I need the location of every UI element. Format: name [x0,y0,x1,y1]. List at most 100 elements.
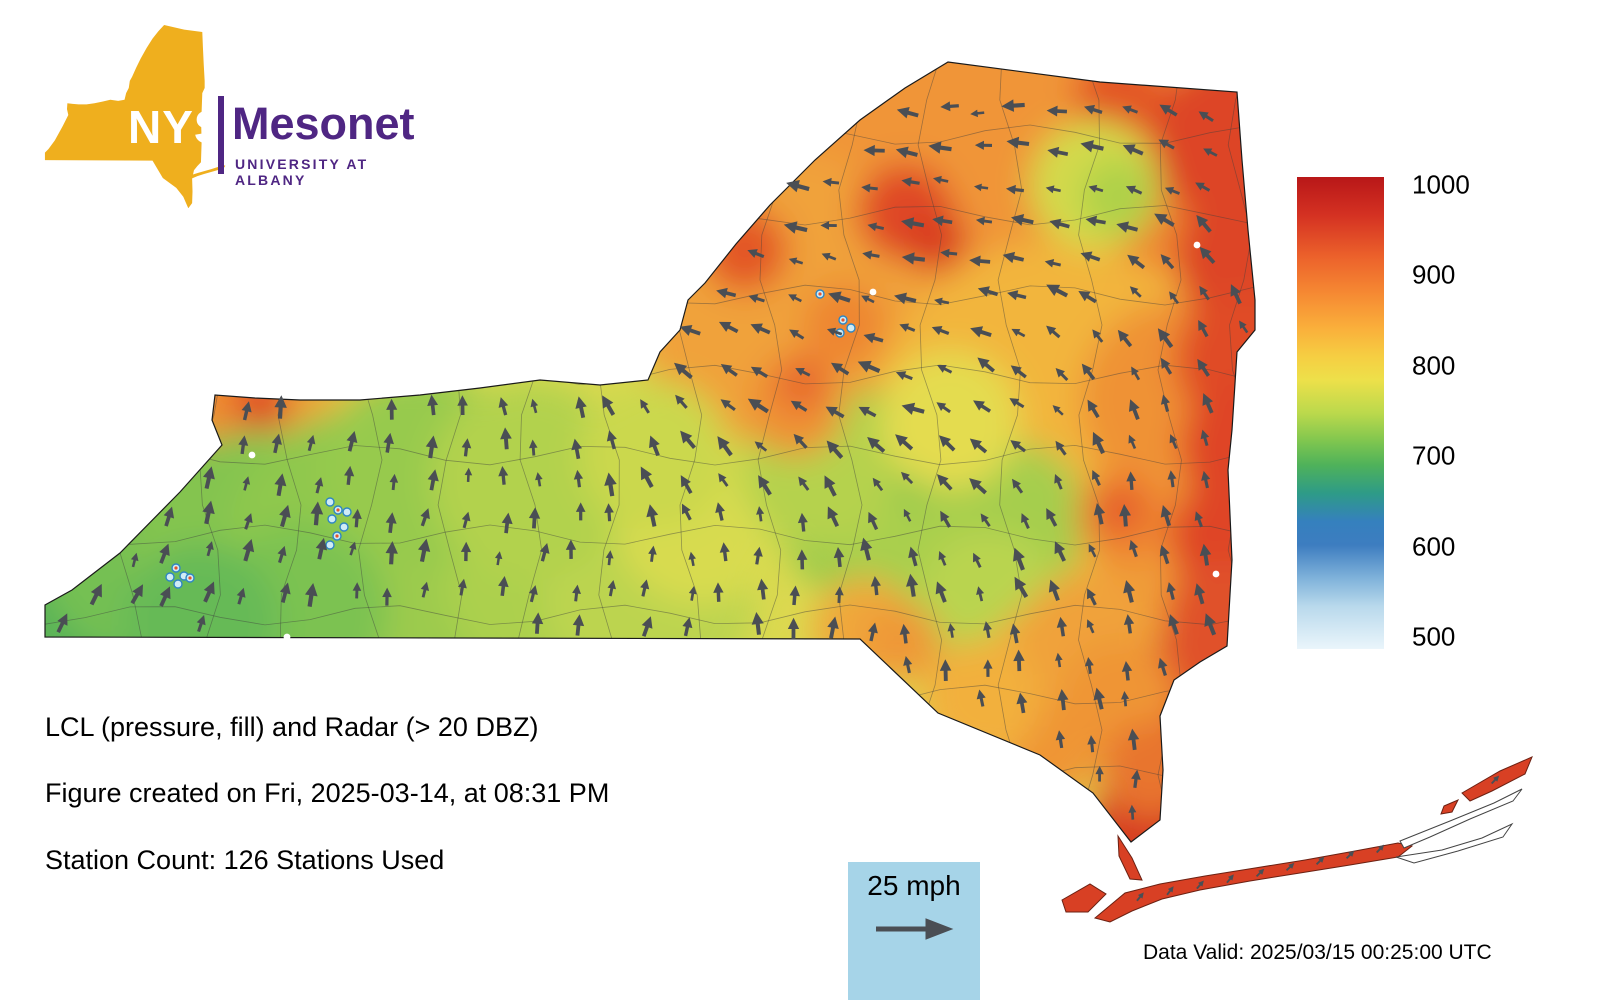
wind-arrow-icon [863,332,884,344]
wind-arrow-icon [901,177,920,187]
wind-arrow-icon [1131,769,1141,789]
wind-arrow-icon [1087,735,1097,753]
wind-arrow-icon [457,578,467,596]
wind-arrow-icon [1129,539,1139,558]
wind-arrow-icon [900,471,914,485]
wind-arrow-icon [863,144,885,157]
wind-arrow-icon [895,434,914,451]
wind-arrow-icon [934,297,950,306]
station-dot [869,288,877,296]
wind-arrow-icon [202,466,215,490]
wind-arrow-icon [1080,140,1104,153]
wind-arrow-icon [673,362,693,380]
wind-arrow-icon [1159,544,1170,565]
wind-arrow-icon [420,508,430,527]
wind-arrow-icon [646,504,659,527]
wind-reference-arrow-icon [876,918,954,940]
wind-arrow-icon [1122,144,1144,156]
wind-arrow-icon [798,476,810,491]
wind-arrow-icon [539,542,550,562]
wind-arrow-icon [720,399,736,412]
wind-arrow-icon [528,507,541,529]
wind-arrow-icon [1009,623,1021,644]
wind-arrow-icon [1093,687,1105,710]
wind-arrow-icon [159,586,171,607]
wind-arrow-icon [500,427,512,450]
wind-arrow-icon [747,398,769,414]
wind-arrow-icon [970,326,992,338]
wind-arrow-icon [754,441,768,452]
wind-arrow-icon [457,395,468,416]
wind-arrow-icon [425,435,438,459]
wind-arrow-icon [243,513,253,530]
radar-echo [173,579,183,589]
wind-arrow-icon [940,248,958,258]
wind-arrow-icon [1166,582,1176,600]
wind-arrow-icon [1160,505,1172,527]
wind-arrow-icon [747,249,765,259]
station-dot [248,451,256,459]
wind-arrow-icon [1128,399,1140,420]
wind-arrow-icon [894,292,917,305]
wind-arrow-icon [1007,290,1027,301]
wind-arrow-icon [1116,221,1139,233]
wind-arrow-icon [756,506,765,522]
wind-arrow-icon [1120,691,1130,707]
wind-arrow-icon [976,586,985,602]
wind-arrow-icon [895,146,918,159]
wind-arrow-icon [1014,576,1029,599]
wind-arrow-icon [352,582,362,599]
wind-arrow-icon [56,613,68,633]
wind-arrow-icon [1122,105,1139,114]
wind-arrow-icon [938,551,947,566]
wind-arrow-icon [977,357,995,373]
wind-arrow-icon [572,584,581,602]
wind-arrow-icon [1198,111,1214,123]
wind-arrow-icon [1092,469,1101,486]
wind-arrow-icon [1123,580,1136,603]
wind-arrow-icon [680,475,693,495]
wind-arrow-icon [1158,139,1175,150]
wind-arrow-icon [1126,471,1137,491]
wind-arrow-icon [980,513,991,528]
wind-arrow-icon [1055,652,1063,668]
data-valid-label: Data Valid: 2025/03/15 00:25:00 UTC [1143,941,1492,964]
wind-arrow-icon [565,539,577,559]
radar-echo [165,572,175,582]
wind-arrow-icon [969,255,991,267]
wind-arrow-icon [936,474,953,491]
radar-echo [325,540,335,550]
wind-arrow-icon [1158,657,1168,676]
wind-arrow-icon [1160,394,1171,412]
wind-arrow-icon [1046,508,1058,527]
wind-arrow-icon [1087,588,1097,606]
wind-arrow-icon [1202,393,1214,414]
wind-arrow-icon [970,109,985,118]
wind-arrow-icon [163,506,175,527]
wind-arrow-icon [681,503,692,521]
wind-arrow-icon [1006,136,1030,149]
wind-arrow-icon [899,323,916,332]
radar-echo [342,507,352,517]
wind-arrow-icon [931,325,950,336]
wind-arrow-icon [498,397,509,416]
wind-arrow-icon [901,217,925,230]
wind-arrow-icon [1054,541,1066,562]
wind-arrow-icon [1021,513,1030,529]
wind-arrow-icon [1088,184,1104,193]
wind-arrow-icon [530,398,539,414]
wind-arrow-icon [828,291,851,304]
wind-arrow-icon [385,512,397,534]
wind-arrow-icon [899,623,911,644]
wind-arrow-icon [383,432,394,453]
wind-arrow-icon [1002,251,1025,264]
wind-arrow-icon [1055,368,1069,382]
wind-arrow-icon [1128,434,1137,450]
wind-arrow-icon [786,180,810,193]
wind-arrow-icon [1081,363,1096,381]
wind-arrow-icon [793,433,808,449]
wind-arrow-icon [205,541,214,557]
wind-arrow-icon [901,252,926,265]
